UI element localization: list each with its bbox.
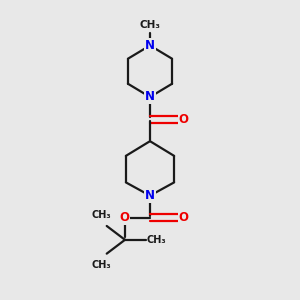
Text: O: O — [178, 211, 188, 224]
Text: CH₃: CH₃ — [92, 260, 111, 269]
Text: N: N — [145, 189, 155, 202]
Text: CH₃: CH₃ — [140, 20, 160, 30]
Text: O: O — [119, 211, 129, 224]
Text: CH₃: CH₃ — [146, 235, 166, 245]
Text: N: N — [145, 91, 155, 103]
Text: CH₃: CH₃ — [92, 210, 111, 220]
Text: O: O — [178, 112, 188, 126]
Text: N: N — [145, 39, 155, 52]
